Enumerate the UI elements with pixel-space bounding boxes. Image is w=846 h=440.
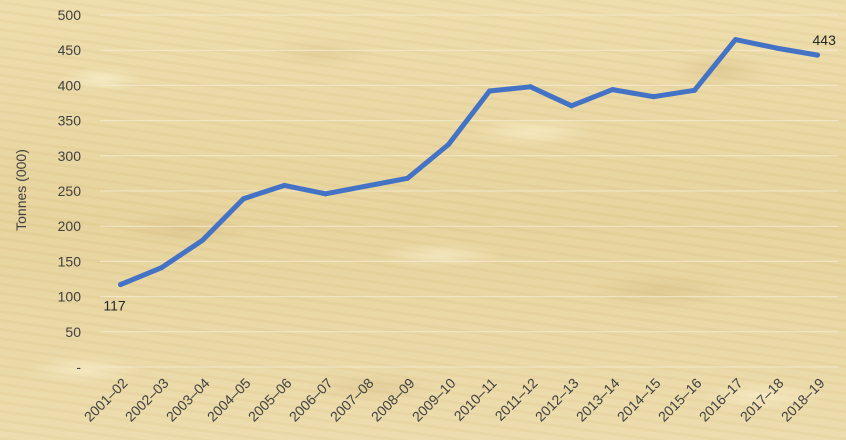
x-tick-label: 2018–19 [778,375,828,425]
x-tick-label: 2004–05 [204,375,254,425]
y-tick-label: 350 [58,113,82,129]
x-tick-label: 2009–10 [409,375,459,425]
data-label: 117 [103,298,126,314]
x-tick-label: 2003–04 [163,375,213,425]
y-tick-label: 250 [58,183,82,199]
y-tick-label: 400 [58,77,82,93]
data-point [200,237,205,243]
x-tick-label: 2007–08 [327,375,377,425]
data-point [241,196,246,202]
data-point [651,94,656,100]
x-tick-label: 2014–15 [614,375,664,425]
gridlines [100,14,838,368]
data-point [487,88,492,94]
y-tick-label: 150 [58,253,82,269]
data-point [323,191,328,197]
x-tick-label: 2015–16 [655,375,705,425]
data-point [774,45,779,51]
data-point [282,182,287,188]
x-tick-label: 2016–17 [696,375,746,425]
series-line [118,37,820,288]
x-axis-ticks: 2001–022002–032003–042004–052005–062006–… [81,375,828,425]
data-point [569,103,574,109]
series-layer [118,37,820,288]
y-tick-label: 500 [58,7,82,23]
data-point [815,52,820,58]
data-point [446,142,451,148]
data-labels: 117 443 [103,32,836,314]
x-tick-label: 2010–11 [450,375,499,424]
y-tick-label: 300 [58,148,82,164]
x-tick-label: 2006–07 [286,375,336,425]
data-point [528,84,533,90]
y-axis-ticks: - 50 100 150 200 250 300 350 400 450 500 [58,7,82,375]
y-tick-label: - [76,359,81,375]
data-point [733,37,738,43]
y-tick-label: 200 [58,218,82,234]
x-tick-label: 2013–14 [573,375,623,425]
x-tick-label: 2005–06 [245,375,295,425]
data-point [610,87,615,93]
x-tick-label: 2011–12 [491,375,540,424]
y-tick-label: 450 [58,42,82,58]
data-point [405,175,410,181]
x-tick-label: 2001–02 [81,375,131,425]
x-tick-label: 2017–18 [737,375,787,425]
data-point [118,282,123,288]
data-point [692,87,697,93]
y-axis-title: Tonnes (000) [13,149,29,231]
x-tick-label: 2008–09 [368,375,418,425]
data-point [364,183,369,189]
data-label: 443 [813,32,837,48]
x-tick-label: 2002–03 [122,375,172,425]
data-point [159,265,164,271]
y-tick-label: 100 [58,289,82,305]
x-tick-label: 2012–13 [532,375,582,425]
y-tick-label: 50 [65,324,81,340]
